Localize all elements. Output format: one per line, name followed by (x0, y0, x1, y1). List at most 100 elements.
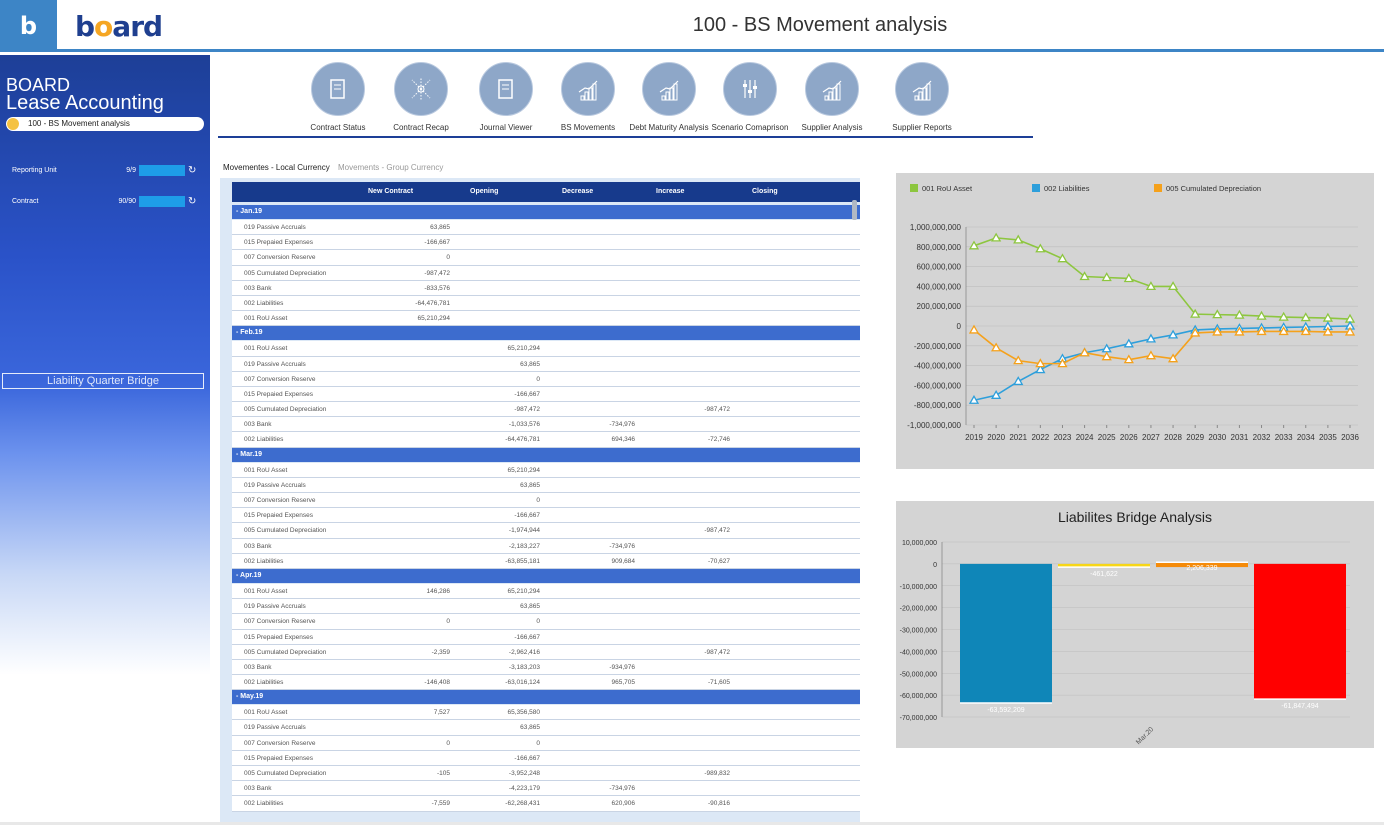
nav-debt-maturity-analysis[interactable]: Debt Maturity Analysis (619, 62, 719, 132)
table-row[interactable]: 005 Cumulated Depreciation-987,472-987,4… (232, 402, 860, 418)
data-point[interactable] (1212, 309, 1223, 319)
table-row[interactable]: 005 Cumulated Depreciation -2,359 -2,962,4… (232, 644, 860, 660)
data-point[interactable] (1101, 272, 1112, 282)
data-point[interactable] (1256, 310, 1267, 320)
nav-supplier-analysis[interactable]: Supplier Analysis (782, 62, 882, 132)
group-header[interactable]: - May.19 (232, 690, 860, 705)
table-row[interactable]: 002 Liabilities -63,855,181 909,684 -70,627… (232, 553, 860, 569)
group-header[interactable]: - Mar.19 (232, 447, 860, 462)
data-point[interactable] (1278, 311, 1289, 321)
data-point[interactable] (1057, 358, 1068, 368)
data-point[interactable] (1035, 358, 1046, 368)
screen-selector[interactable]: 100 - BS Movement analysis (6, 117, 204, 131)
table-row[interactable]: 003 Bank-4,223,179-734,976-4,958,155 (232, 781, 860, 797)
table-row[interactable]: 015 Prepaied Expenses-166,667-166,667 (232, 750, 860, 766)
bridge-bar[interactable] (960, 563, 1052, 703)
data-point[interactable] (1256, 326, 1267, 336)
data-point[interactable] (990, 232, 1002, 242)
table-row[interactable]: 003 Bank-3,183,203-934,976-4,118,179 (232, 659, 860, 676)
nav-scenario-comaprison[interactable]: Scenario Comaprison (700, 62, 800, 132)
bridge-bar[interactable] (1254, 563, 1346, 700)
bridge-bar[interactable] (1156, 562, 1248, 568)
filter-select-bar[interactable] (139, 165, 185, 176)
data-point[interactable] (1057, 253, 1068, 263)
tab-local-currency[interactable]: Movementes - Local Currency (223, 163, 330, 172)
data-point[interactable] (1123, 273, 1134, 283)
data-point[interactable] (1123, 354, 1134, 364)
legend-label[interactable]: 002 Liabilities (1044, 184, 1090, 193)
table-row[interactable]: 015 Prepaied Expenses-166,667-166,667 (232, 386, 860, 403)
data-point[interactable] (968, 394, 980, 404)
board-app-icon[interactable]: b (0, 0, 57, 52)
legend-label[interactable]: 005 Cumulated Depreciation (1166, 184, 1261, 193)
scrollbar-thumb[interactable] (852, 200, 857, 220)
table-row[interactable]: 005 Cumulated Depreciation -1,974,944 -987… (232, 523, 860, 539)
nav-contract-status[interactable]: Contract Status (288, 62, 388, 132)
group-header[interactable]: - Jan.19 (232, 205, 860, 219)
data-point[interactable] (1035, 364, 1046, 374)
data-point[interactable] (1145, 333, 1157, 343)
table-row[interactable]: 003 Bank-833,576-833,576 (232, 280, 860, 296)
data-point[interactable] (1212, 326, 1223, 336)
group-header[interactable]: - Apr.19 (232, 568, 860, 583)
data-point[interactable] (968, 240, 980, 250)
filter-contract[interactable]: Contract 90/90 ↻ (12, 196, 202, 210)
data-point[interactable] (1322, 312, 1334, 322)
data-point[interactable] (1234, 326, 1245, 336)
table-row[interactable]: 015 Prepaied Expenses-166,667-166,667 (232, 508, 860, 524)
table-row[interactable]: 002 Liabilities -7,559 -62,268,431 620,906 -… (232, 796, 860, 812)
data-point[interactable] (990, 389, 1002, 399)
liability-quarter-bridge-button[interactable]: Liability Quarter Bridge (2, 373, 204, 389)
filter-reporting-unit[interactable]: Reporting Unit 9/9 ↻ (12, 165, 202, 179)
data-point[interactable] (1344, 326, 1356, 336)
table-row[interactable]: 015 Prepaied Expenses-166,667-166,667 (232, 629, 860, 645)
bridge-bar[interactable] (1058, 563, 1150, 568)
reset-filter-icon[interactable]: ↻ (188, 196, 197, 207)
data-point[interactable] (1079, 271, 1090, 281)
data-point[interactable] (1190, 308, 1201, 318)
tab-group-currency[interactable]: Movements - Group Currency (337, 163, 444, 172)
nav-bs-movements[interactable]: BS Movements (538, 62, 638, 132)
data-point[interactable] (1145, 281, 1157, 291)
table-row[interactable]: 003 Bank-1,033,576-734,976-1,768,551 (232, 417, 860, 433)
data-point[interactable] (1167, 353, 1179, 363)
filter-select-bar[interactable] (139, 196, 185, 207)
table-row[interactable]: 002 Liabilities-64,476,781-64,476,781 (232, 295, 860, 312)
data-point[interactable] (1101, 351, 1112, 361)
data-point[interactable] (1300, 326, 1311, 336)
data-point[interactable] (1079, 347, 1090, 357)
table-row[interactable]: 005 Cumulated Depreciation-987,472-987,4… (232, 265, 860, 281)
data-point[interactable] (1145, 350, 1157, 360)
data-point[interactable] (968, 324, 980, 334)
data-point[interactable] (1167, 281, 1179, 291)
nav-contract-recap[interactable]: Contract Recap (371, 62, 471, 132)
table-row[interactable]: 005 Cumulated Depreciation -105 -3,952,248… (232, 766, 860, 782)
data-point[interactable] (1013, 234, 1024, 244)
reset-filter-icon[interactable]: ↻ (188, 165, 197, 176)
group-header[interactable]: - Feb.19 (232, 326, 860, 341)
data-point[interactable] (1013, 355, 1024, 365)
data-point[interactable] (1234, 309, 1245, 319)
table-row[interactable]: 002 Liabilities -146,408 -63,016,124 965,70… (232, 675, 860, 691)
data-point[interactable] (1300, 312, 1311, 322)
nav-journal-viewer[interactable]: Journal Viewer (456, 62, 556, 132)
data-point[interactable] (1190, 327, 1201, 337)
table-row[interactable]: 002 Liabilities -64,476,781 694,346 -72,746… (232, 432, 860, 448)
data-point[interactable] (1123, 338, 1134, 348)
nav-supplier-reports[interactable]: Supplier Reports (872, 62, 972, 132)
legend-label[interactable]: 001 RoU Asset (922, 184, 973, 193)
table-scrollbar[interactable] (849, 183, 859, 813)
data-point[interactable] (1278, 326, 1289, 336)
